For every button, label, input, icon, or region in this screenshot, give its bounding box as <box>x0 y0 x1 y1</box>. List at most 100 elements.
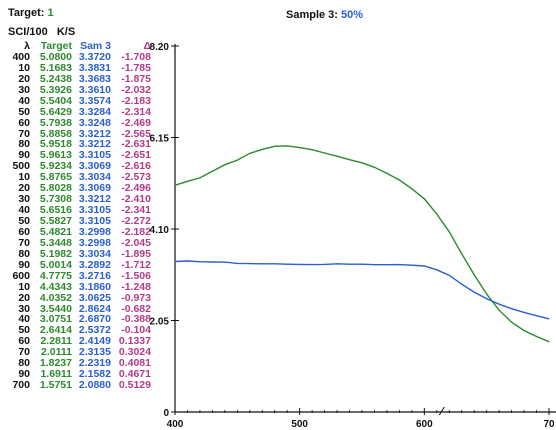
sample-data-point <box>324 263 326 265</box>
target-cell: 3.0751 <box>39 313 72 326</box>
sample-cell: 2.4149 <box>78 335 111 348</box>
delta-cell: 0.3024 <box>118 346 151 359</box>
sample-cell: 3.3212 <box>78 127 111 140</box>
series-line-sample <box>174 260 550 320</box>
x-tick-label: 600 <box>416 419 433 430</box>
wavelength-cell: 40 <box>18 94 30 107</box>
sample-cell: 3.3105 <box>78 215 111 227</box>
delta-cell: -0.682 <box>121 302 151 315</box>
wavelength-cell: 70 <box>18 346 30 359</box>
delta-cell: -1.785 <box>121 61 151 74</box>
sample-data-point <box>548 318 550 320</box>
wavelength-cell: 700 <box>12 379 30 392</box>
target-data-point <box>473 274 475 276</box>
sample-label: Sample 3: <box>286 9 338 21</box>
wavelength-cell: 90 <box>18 368 30 381</box>
target-value: 1 <box>47 7 54 19</box>
target-data-point <box>535 335 538 338</box>
target-data-point <box>411 188 413 190</box>
sample-data-point <box>211 261 213 263</box>
delta-cell: -1.248 <box>121 280 151 293</box>
delta-cell: -2.496 <box>121 182 151 195</box>
target-cell: 5.3926 <box>39 83 72 96</box>
target-cell: 5.8028 <box>39 182 72 195</box>
delta-cell: -2.469 <box>121 116 151 129</box>
sample-data-point <box>473 291 475 293</box>
wavelength-cell: 40 <box>18 313 30 326</box>
table-row: 400 5.0800 3.3720 -1.708 <box>0 50 152 63</box>
sample-cell: 3.3248 <box>78 116 111 129</box>
sample-data-point <box>498 303 500 305</box>
sample-cell: 3.3831 <box>78 61 111 74</box>
target-cell: 1.5751 <box>39 379 72 392</box>
target-cell: 5.0800 <box>39 50 72 63</box>
target-data-point <box>261 148 263 150</box>
wavelength-cell: 90 <box>18 258 30 271</box>
sample-value: 50% <box>341 9 364 21</box>
target-data-point <box>448 231 450 233</box>
delta-cell: -1.895 <box>121 247 151 260</box>
wavelength-cell: 50 <box>18 215 30 227</box>
column-header-sample: Sam 3 <box>80 40 111 52</box>
target-data-point <box>511 321 513 323</box>
sample-data-point <box>448 274 450 276</box>
table-row: 60 5.7938 3.3248 -2.469 <box>0 116 152 129</box>
target-data-point <box>523 330 525 332</box>
target-data-point <box>174 184 176 186</box>
target-cell: 4.4343 <box>39 280 72 293</box>
sample-cell: 3.3105 <box>78 204 111 217</box>
sample-data-point <box>523 311 525 313</box>
delta-cell: -1.708 <box>121 50 151 63</box>
delta-cell: -1.506 <box>121 269 151 282</box>
sample-cell: 3.3610 <box>78 83 111 96</box>
target-data-point <box>398 179 400 181</box>
reflectance-table: λ Target Sam 3 Δ 400 5.0800 3.3720 -1.708 10… <box>0 41 152 391</box>
target-cell: 3.5440 <box>39 302 72 315</box>
target-data-point <box>274 145 276 147</box>
target-data-point <box>199 177 201 179</box>
wavelength-cell: 50 <box>18 105 30 118</box>
table-row: 30 5.3926 3.3610 -2.032 <box>0 83 152 96</box>
target-data-point <box>386 172 388 175</box>
sample-cell: 3.1860 <box>78 280 111 293</box>
sample-data-point <box>186 260 189 262</box>
target-data-point <box>299 147 301 149</box>
sample-data-point <box>311 263 313 266</box>
target-cell: 2.6414 <box>39 324 72 337</box>
sample-cell: 3.2998 <box>78 225 111 238</box>
table-row: 20 4.0352 3.0625 -0.973 <box>0 291 152 304</box>
target-cell: 5.6516 <box>39 204 72 217</box>
sample-cell: 3.3069 <box>78 182 111 195</box>
target-cell: 1.6911 <box>40 368 72 381</box>
table-row: 90 5.9613 3.3105 -2.651 <box>0 150 152 161</box>
delta-cell: -2.182 <box>121 225 151 238</box>
table-row: 70 5.3448 3.2998 -2.045 <box>0 237 152 249</box>
sample-cell: 3.3683 <box>78 72 111 85</box>
wavelength-cell: 10 <box>18 171 30 184</box>
delta-cell: -2.565 <box>121 127 151 140</box>
delta-cell: -2.314 <box>121 105 151 118</box>
target-cell: 4.7775 <box>39 269 72 282</box>
table-row: 40 5.6516 3.3105 -2.341 <box>0 205 152 216</box>
target-data-point <box>498 309 500 311</box>
sample-cell: 3.0625 <box>78 291 111 304</box>
delta-cell: -0.388 <box>121 313 151 326</box>
table-row: 50 5.5827 3.3105 -2.272 <box>0 216 152 227</box>
sample-cell: 3.3720 <box>78 50 111 63</box>
target-header: Target: 1 <box>8 7 54 19</box>
sample-cell: 3.3212 <box>78 193 111 206</box>
sample-cell: 3.3284 <box>78 105 111 118</box>
table-row: 10 4.4343 3.1860 -1.248 <box>0 280 152 293</box>
target-cell: 5.9613 <box>39 149 72 162</box>
target-data-point <box>186 180 189 182</box>
target-data-point <box>286 145 288 147</box>
delta-cell: -2.573 <box>121 171 151 184</box>
sample-cell: 3.3034 <box>78 247 111 260</box>
delta-cell: -1.875 <box>121 72 151 85</box>
wavelength-cell: 60 <box>18 225 30 238</box>
target-cell: 5.1982 <box>39 247 72 260</box>
sample-data-point <box>286 263 288 265</box>
target-data-point <box>423 198 425 200</box>
wavelength-cell: 500 <box>12 160 30 173</box>
target-cell: 5.8765 <box>39 171 72 184</box>
